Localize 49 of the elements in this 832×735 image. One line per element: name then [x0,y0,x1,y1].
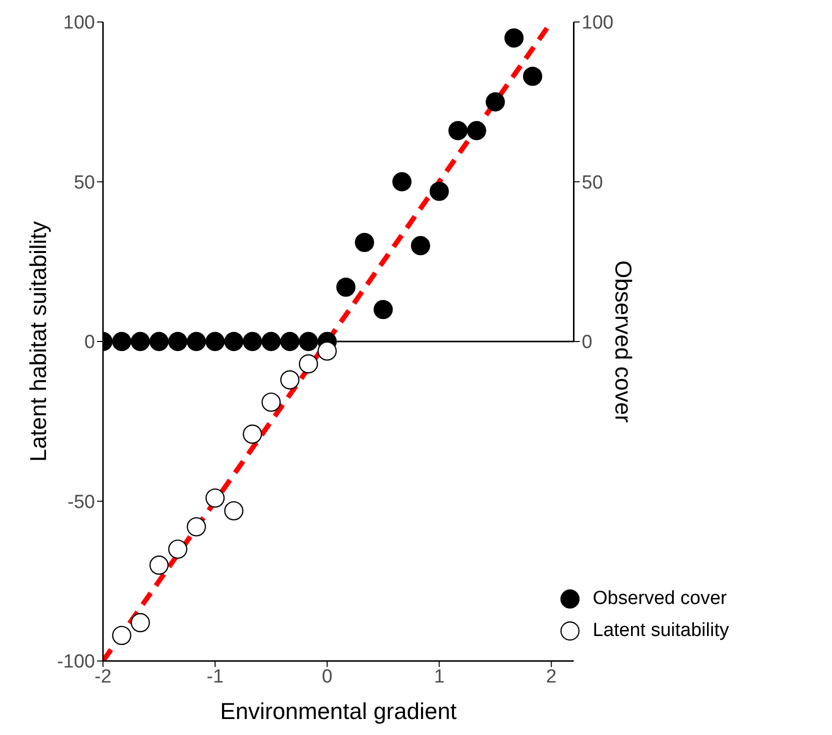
point [523,66,542,86]
point [374,300,393,320]
point [168,332,188,352]
point [224,332,244,352]
point [336,278,356,297]
point [466,121,486,140]
point [410,236,430,256]
point [168,540,188,559]
x-tick-label: 2 [546,666,557,688]
y-tick-label: -50 [68,492,95,513]
y-tick-label: 50 [74,172,95,194]
y2-tick-label: 50 [582,172,603,194]
point [242,332,262,352]
point [112,332,132,352]
y2-axis-title: Observed cover [610,260,637,424]
point [486,92,505,112]
point [298,354,318,374]
y-tick-label: 100 [63,12,95,34]
point [430,182,449,201]
point [318,341,337,361]
x-tick-label: 1 [434,666,445,688]
x-tick-label: 0 [322,666,332,688]
x-tick-label: -1 [206,666,224,688]
point [186,517,206,536]
point [298,332,318,352]
point [280,332,300,352]
legend-label: Latent suitability [592,620,729,642]
y-tick-label: -100 [56,652,95,673]
y-tick-label: 0 [84,332,95,354]
point [504,28,524,48]
point [205,488,225,508]
point [448,121,468,140]
y2-tick-label: 100 [582,12,614,34]
x-axis-title: Environmental gradient [220,698,458,724]
y-axis-title: Latent habitat suitability [25,220,52,462]
point [130,613,150,632]
point [186,332,206,352]
point [262,332,281,352]
point [242,424,262,444]
point [392,172,412,192]
point [149,332,169,352]
point [130,332,150,352]
point [112,626,132,646]
legend-label: Observed cover [592,588,727,610]
point [354,232,374,252]
y2-tick-label: 0 [582,332,592,354]
x-tick-label: -2 [94,666,112,688]
point [280,370,300,390]
point [205,332,225,352]
